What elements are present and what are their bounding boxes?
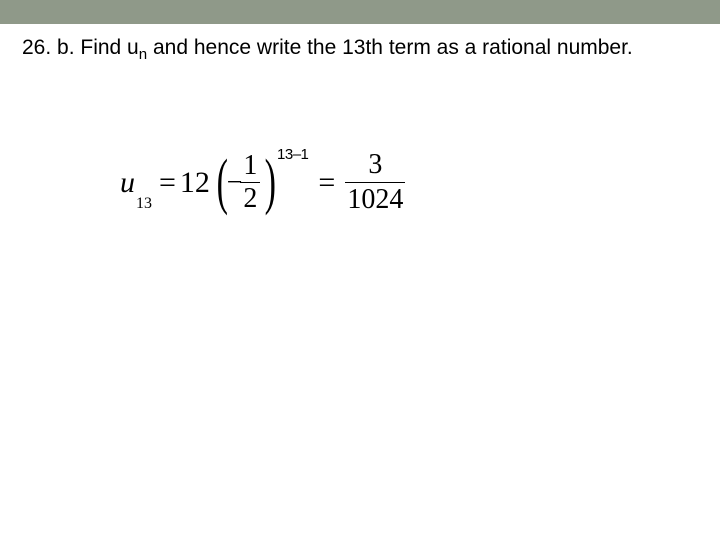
variable-u: u <box>120 168 135 198</box>
base-numerator: 1 <box>240 150 260 182</box>
result-numerator: 3 <box>362 148 388 182</box>
base-fraction-group: − 1 2 <box>233 150 261 215</box>
equals-sign-1: = <box>159 168 176 198</box>
exponent: 13–1 <box>277 146 308 163</box>
result-denominator: 1024 <box>345 183 405 217</box>
result-fraction: 3 1024 <box>345 148 405 217</box>
question-prefix: 26. b. Find u <box>22 36 139 59</box>
question-subscript: n <box>139 46 147 63</box>
coefficient: 12 <box>180 168 210 198</box>
right-paren: ) <box>265 156 276 209</box>
base-fraction: 1 2 <box>240 150 260 215</box>
question-text: 26. b. Find un and hence write the 13th … <box>0 24 720 66</box>
variable-subscript: 13 <box>136 195 152 217</box>
left-paren: ( <box>217 156 228 209</box>
equation: u 13 = 12 ( − 1 2 ) 13–1 = 3 1024 <box>120 148 405 217</box>
equals-sign-2: = <box>318 168 335 198</box>
parenthesized-base: ( − 1 2 ) <box>212 150 281 215</box>
top-accent-bar <box>0 0 720 24</box>
question-suffix: and hence write the 13th term as a ratio… <box>147 36 633 59</box>
base-denominator: 2 <box>240 183 260 215</box>
